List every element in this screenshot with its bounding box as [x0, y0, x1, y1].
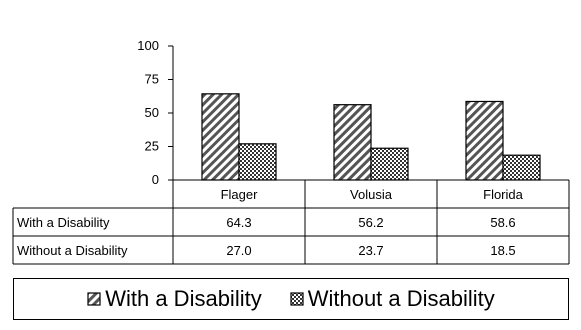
bar-with-disability-flager [201, 93, 240, 181]
y-tick-label: 0 [152, 172, 159, 187]
row-label-with-disability: With a Disability [17, 215, 110, 230]
data-label: 23.7 [358, 243, 383, 258]
legend-swatch-diagonal-icon [87, 292, 101, 306]
bar-with-disability-florida [465, 100, 504, 181]
y-tick-label: 75 [145, 72, 159, 87]
legend-item-without-disability: Without a Disability [290, 286, 495, 312]
legend-label-with-disability: With a Disability [105, 286, 262, 311]
bar-without-disability-flager [238, 143, 277, 181]
data-label: 56.2 [358, 215, 383, 230]
legend-item-with-disability: With a Disability [87, 286, 262, 312]
y-tick-label: 25 [145, 139, 159, 154]
data-label: 18.5 [490, 243, 515, 258]
data-label: 64.3 [226, 215, 251, 230]
category-label-florida: Florida [483, 187, 524, 202]
y-tick-label: 50 [145, 105, 159, 120]
bar-without-disability-florida [502, 154, 541, 181]
bar-with-disability-volusia [333, 104, 372, 181]
legend-swatch-checker-icon [290, 292, 304, 306]
y-tick-label: 100 [137, 38, 159, 53]
data-label: 27.0 [226, 243, 251, 258]
legend: With a Disability Without a Disability [13, 278, 569, 320]
row-label-without-disability: Without a Disability [17, 243, 128, 258]
category-label-volusia: Volusia [350, 187, 393, 202]
category-label-flager: Flager [221, 187, 259, 202]
data-label: 58.6 [490, 215, 515, 230]
bar-without-disability-volusia [370, 147, 409, 181]
legend-label-without-disability: Without a Disability [307, 286, 495, 311]
